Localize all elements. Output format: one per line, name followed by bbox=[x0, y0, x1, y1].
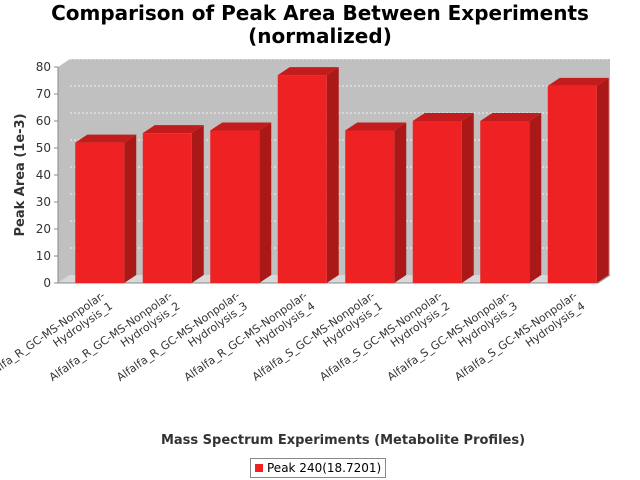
x-axis-label: Mass Spectrum Experiments (Metabolite Pr… bbox=[161, 433, 525, 448]
y-axis-label: Peak Area (1e-3) bbox=[13, 113, 28, 236]
bar-7 bbox=[480, 121, 530, 283]
bar-side-4 bbox=[326, 67, 339, 283]
bar-side-6 bbox=[461, 113, 474, 283]
bar-top-8 bbox=[547, 77, 609, 86]
y-tick-label-10: 10 bbox=[36, 249, 51, 263]
y-tick-label-70: 70 bbox=[36, 87, 51, 101]
y-tick-label-60: 60 bbox=[36, 114, 51, 128]
chart-title-line-1: Comparison of Peak Area Between Experime… bbox=[51, 1, 589, 25]
bar-side-8 bbox=[596, 77, 609, 284]
bar-5 bbox=[345, 130, 395, 283]
bar-3 bbox=[210, 130, 260, 283]
bar-6 bbox=[412, 121, 462, 283]
bar-top-7 bbox=[480, 113, 542, 121]
bar-top-3 bbox=[210, 122, 272, 131]
bar-2 bbox=[142, 133, 192, 283]
bar-8 bbox=[547, 85, 597, 284]
y-tick-label-30: 30 bbox=[36, 195, 51, 209]
bar-side-5 bbox=[394, 122, 407, 283]
bar-top-5 bbox=[345, 122, 407, 131]
bar-1 bbox=[75, 142, 125, 283]
legend: Peak 240(18.7201) bbox=[250, 458, 387, 478]
bar-4 bbox=[277, 75, 327, 283]
y-tick-label-20: 20 bbox=[36, 222, 51, 236]
floor-edge bbox=[597, 274, 611, 284]
bar-side-1 bbox=[124, 134, 137, 283]
y-tick-label-80: 80 bbox=[36, 60, 51, 74]
legend-label: Peak 240(18.7201) bbox=[267, 461, 382, 475]
chart-title-line-2: (normalized) bbox=[248, 24, 392, 48]
bar-side-7 bbox=[529, 113, 542, 283]
bar-side-2 bbox=[191, 125, 204, 284]
y-tick-label-0: 0 bbox=[43, 276, 51, 290]
bar-top-4 bbox=[277, 67, 339, 76]
bar-top-1 bbox=[75, 134, 137, 143]
bar-top-6 bbox=[412, 113, 474, 121]
bar-top-2 bbox=[142, 125, 204, 134]
chart-title: Comparison of Peak Area Between Experime… bbox=[0, 2, 640, 48]
legend-swatch bbox=[255, 464, 263, 472]
y-tick-label-40: 40 bbox=[36, 168, 51, 182]
y-tick-label-50: 50 bbox=[36, 141, 51, 155]
bar-side-3 bbox=[259, 122, 272, 283]
